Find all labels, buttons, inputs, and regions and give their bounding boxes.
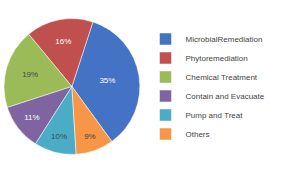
svg-text:10%: 10% bbox=[51, 132, 67, 141]
svg-text:Pump and Treat: Pump and Treat bbox=[186, 111, 244, 120]
svg-text:Others: Others bbox=[186, 130, 210, 139]
svg-text:19%: 19% bbox=[22, 70, 38, 79]
svg-text:MicrobialRemediation: MicrobialRemediation bbox=[186, 35, 263, 44]
svg-text:Chemical Treatment: Chemical Treatment bbox=[186, 73, 258, 82]
svg-text:9%: 9% bbox=[84, 132, 96, 141]
svg-text:35%: 35% bbox=[99, 76, 115, 85]
svg-text:Contain and Evacuate: Contain and Evacuate bbox=[186, 92, 265, 101]
svg-text:16%: 16% bbox=[55, 37, 71, 46]
svg-text:Phytoremediation: Phytoremediation bbox=[186, 54, 248, 63]
svg-text:11%: 11% bbox=[24, 113, 39, 122]
